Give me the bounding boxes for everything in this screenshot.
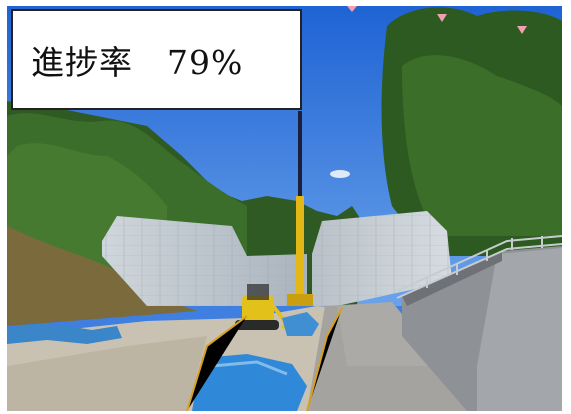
progress-caption-box: 進捗率 79% [11,9,302,110]
blue-tarp-trench [192,354,307,411]
crane [287,111,313,306]
trench-rails [186,307,343,411]
construction-site-photo: 進捗率 79% [7,6,562,411]
guardrail [396,235,562,299]
bunting-flags [347,6,527,34]
blue-tarp-center [282,312,319,336]
progress-caption: 進捗率 79% [31,42,244,82]
small-cloud [330,170,350,178]
scene-illustration [7,6,562,411]
blue-tarp-left [7,324,122,344]
